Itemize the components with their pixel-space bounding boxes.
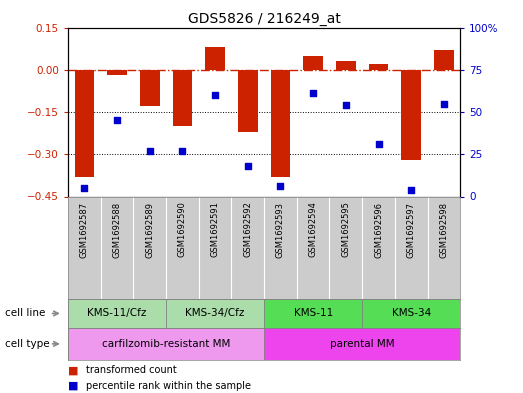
Point [80, 185, 88, 191]
Text: GSM1692592: GSM1692592 [243, 202, 252, 257]
Text: GSM1692591: GSM1692591 [211, 202, 220, 257]
Point [178, 148, 187, 154]
Title: GDS5826 / 216249_at: GDS5826 / 216249_at [188, 13, 340, 26]
Bar [264, 328, 460, 360]
Text: GSM1692595: GSM1692595 [342, 202, 350, 257]
Bar [362, 299, 460, 328]
Point [244, 163, 252, 169]
Text: carfilzomib-resistant MM: carfilzomib-resistant MM [102, 339, 230, 349]
Text: GSM1692587: GSM1692587 [80, 202, 89, 258]
Text: GSM1692588: GSM1692588 [112, 202, 121, 258]
Text: GSM1692598: GSM1692598 [439, 202, 448, 257]
Text: KMS-34/Cfz: KMS-34/Cfz [185, 309, 245, 318]
Text: transformed count: transformed count [86, 365, 177, 375]
Bar [336, 61, 356, 70]
Bar [173, 70, 192, 126]
Point [342, 102, 350, 108]
Point [113, 117, 121, 123]
Point [440, 100, 448, 107]
Bar [206, 47, 225, 70]
Bar [369, 64, 388, 70]
Point [374, 141, 383, 147]
Bar [271, 70, 290, 177]
Bar [68, 299, 166, 328]
Point [309, 90, 317, 97]
Bar [74, 70, 94, 177]
Bar [68, 328, 264, 360]
Text: cell type: cell type [5, 339, 50, 349]
Text: ■: ■ [68, 381, 78, 391]
Bar [264, 299, 362, 328]
Bar [402, 70, 421, 160]
Text: cell line: cell line [5, 309, 46, 318]
Text: GSM1692596: GSM1692596 [374, 202, 383, 257]
Text: KMS-34: KMS-34 [392, 309, 431, 318]
Text: GSM1692593: GSM1692593 [276, 202, 285, 257]
Text: GSM1692597: GSM1692597 [407, 202, 416, 257]
Text: GSM1692589: GSM1692589 [145, 202, 154, 257]
Bar [140, 70, 160, 107]
Point [211, 92, 219, 98]
Text: ■: ■ [68, 365, 78, 375]
Point [407, 187, 415, 193]
Text: GSM1692594: GSM1692594 [309, 202, 317, 257]
Text: KMS-11: KMS-11 [293, 309, 333, 318]
Bar [434, 50, 453, 70]
Point [276, 183, 285, 189]
Text: percentile rank within the sample: percentile rank within the sample [86, 381, 251, 391]
Text: KMS-11/Cfz: KMS-11/Cfz [87, 309, 147, 318]
Bar [166, 299, 264, 328]
Bar [303, 56, 323, 70]
Text: GSM1692590: GSM1692590 [178, 202, 187, 257]
Text: parental MM: parental MM [330, 339, 394, 349]
Bar [238, 70, 257, 132]
Point [145, 148, 154, 154]
Bar [107, 70, 127, 75]
